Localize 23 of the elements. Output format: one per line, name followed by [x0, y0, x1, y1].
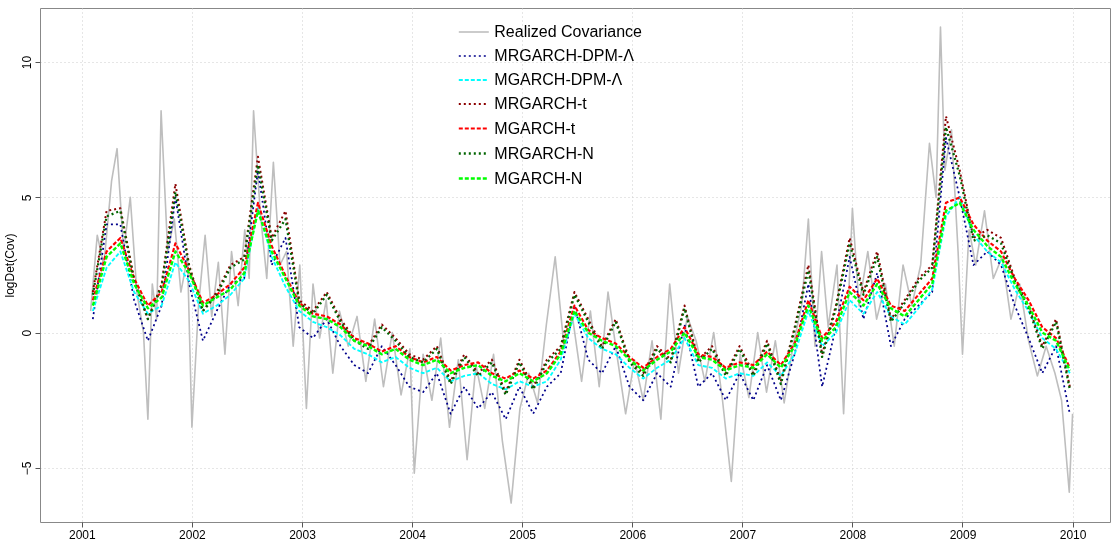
y-tick-label: 0 — [19, 329, 34, 337]
y-tick-label: 5 — [19, 194, 34, 202]
legend-label: MRGARCH-DPM-Λ — [494, 47, 635, 64]
x-tick-label: 2004 — [399, 527, 427, 542]
legend-label: MRGARCH-N — [494, 144, 594, 162]
x-tick-label: 2006 — [619, 527, 647, 542]
y-tick-label: 10 — [19, 55, 34, 70]
legend-label: MGARCH-t — [494, 119, 576, 137]
x-tick-label: 2005 — [509, 527, 537, 542]
x-tick-label: 2002 — [179, 527, 207, 542]
legend-label: MRGARCH-t — [494, 95, 588, 112]
legend-label: MGARCH-N — [494, 169, 583, 187]
y-tick-label: −5 — [19, 461, 34, 476]
legend-label: MGARCH-DPM-Λ — [494, 71, 623, 88]
x-tick-label: 2010 — [1059, 527, 1087, 542]
x-tick-label: 2008 — [839, 527, 867, 542]
line-series — [89, 26, 1074, 504]
x-tick-label: 2009 — [949, 527, 977, 542]
y-axis-title: logDet(Cov) — [2, 233, 17, 298]
x-tick-label: 2007 — [729, 527, 757, 542]
x-tick-label: 2003 — [289, 527, 317, 542]
x-tick-label: 2001 — [68, 527, 96, 542]
legend-label: Realized Covariance — [494, 23, 643, 40]
